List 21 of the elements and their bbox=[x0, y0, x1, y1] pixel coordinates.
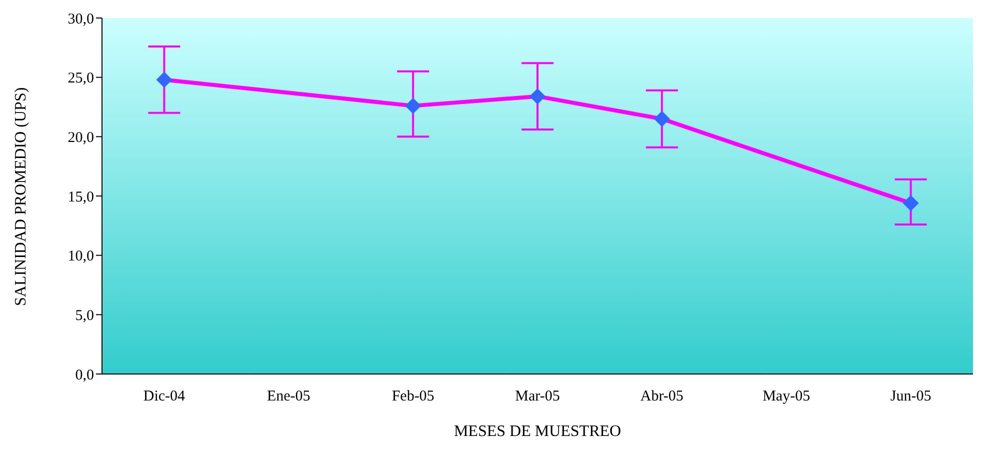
y-tick-label: 15,0 bbox=[68, 189, 94, 206]
y-tick-label: 25,0 bbox=[68, 70, 94, 87]
x-axis-title: MESES DE MUESTREO bbox=[454, 423, 622, 440]
point bbox=[405, 98, 422, 114]
x-tick-label: Feb-05 bbox=[392, 388, 434, 405]
y-tick-label: 30,0 bbox=[68, 11, 94, 28]
y-tick-label: 0,0 bbox=[75, 367, 94, 384]
x-tick-label: Abr-05 bbox=[640, 388, 684, 405]
x-tick-label: Mar-05 bbox=[515, 388, 560, 405]
y-tick-label: 20,0 bbox=[68, 130, 94, 146]
y-tick-label: 5,0 bbox=[75, 308, 94, 324]
x-tick-label: May-05 bbox=[762, 388, 810, 405]
point bbox=[530, 88, 546, 104]
point bbox=[654, 110, 670, 127]
y-tick-label: 10,0 bbox=[68, 248, 94, 265]
x-tick-label: Jun-05 bbox=[890, 388, 932, 405]
point bbox=[902, 195, 919, 212]
point bbox=[156, 72, 172, 88]
x-tick-label: Dic-04 bbox=[143, 388, 186, 405]
x-tick-label: Ene-05 bbox=[266, 388, 310, 405]
y-axis-title: SALINIDAD PROMEDIO (UPS) bbox=[12, 87, 30, 306]
